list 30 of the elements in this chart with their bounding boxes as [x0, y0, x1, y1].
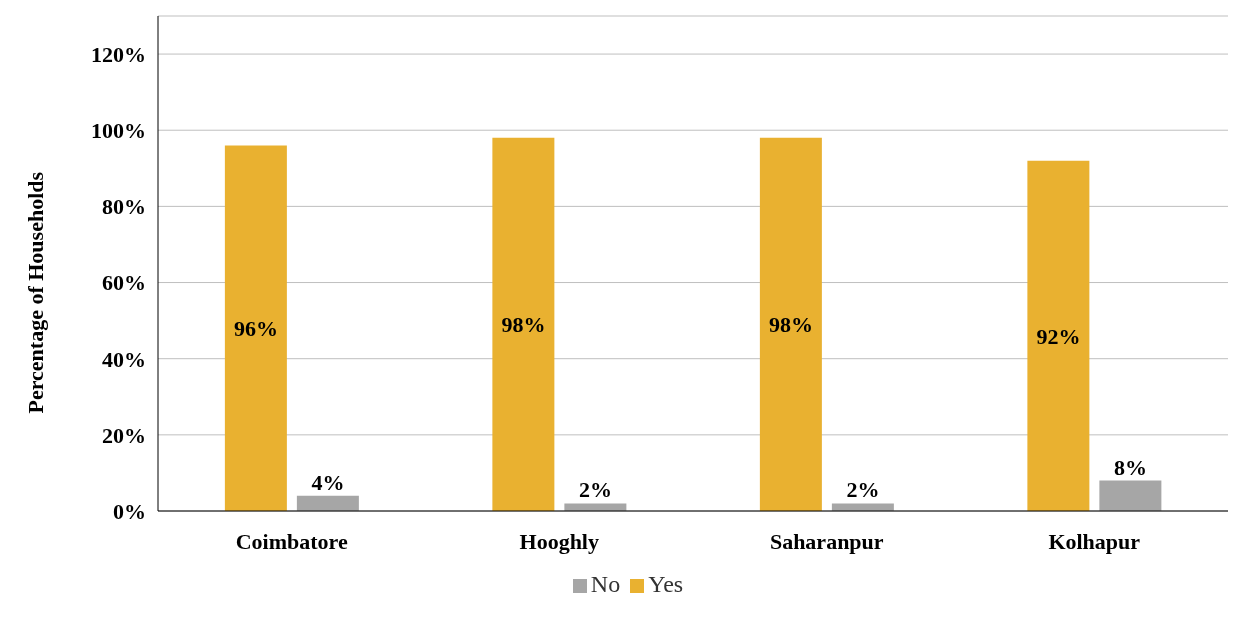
- data-label: 92%: [1036, 323, 1081, 349]
- data-label: 98%: [501, 312, 546, 338]
- x-tick-label: Saharanpur: [769, 528, 884, 554]
- bar: [224, 145, 287, 511]
- data-label: 4%: [311, 469, 345, 495]
- bar: [1027, 160, 1090, 511]
- data-label: 8%: [1113, 454, 1147, 480]
- y-tick-label: 40%: [102, 346, 146, 372]
- bar: [1099, 480, 1162, 511]
- y-tick-label: 120%: [91, 41, 146, 67]
- y-tick-label: 0%: [113, 498, 146, 524]
- y-tick-label: 60%: [102, 270, 146, 296]
- y-axis-title: Percentage of Households: [22, 171, 48, 414]
- y-tick-label: 100%: [91, 118, 146, 144]
- y-tick-label: 80%: [102, 194, 146, 220]
- bar: [564, 503, 627, 511]
- bar: [759, 137, 822, 511]
- legend-label: No: [590, 571, 621, 597]
- y-tick-label: 20%: [102, 422, 146, 448]
- x-tick-label: Coimbatore: [235, 528, 348, 554]
- x-tick-label: Kolhapur: [1048, 528, 1141, 554]
- data-label: 96%: [233, 316, 278, 342]
- data-label: 2%: [578, 477, 612, 503]
- legend-label: Yes: [648, 571, 684, 597]
- bar: [492, 137, 555, 511]
- data-label: 98%: [768, 312, 813, 338]
- bar: [296, 495, 359, 511]
- bar: [831, 503, 894, 511]
- x-tick-label: Hooghly: [519, 528, 599, 554]
- data-label: 2%: [846, 477, 880, 503]
